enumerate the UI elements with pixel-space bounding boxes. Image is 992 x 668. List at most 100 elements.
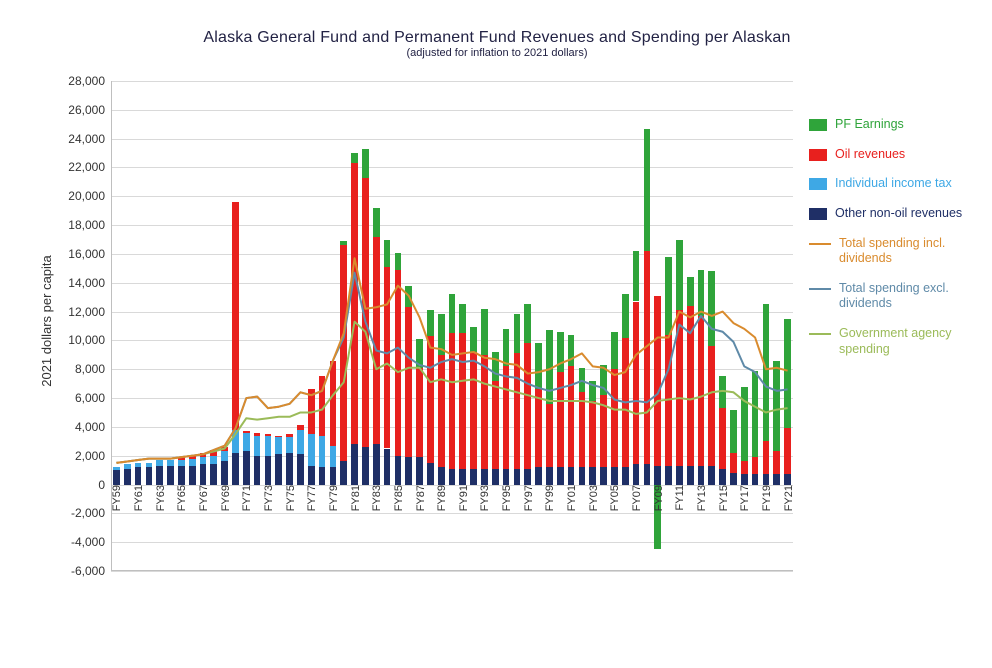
bar-segment-individual_income_tax xyxy=(135,463,142,467)
legend-swatch xyxy=(809,119,827,131)
bar-segment-oil_revenues xyxy=(275,436,282,437)
y-tick-label: 12,000 xyxy=(68,305,105,319)
x-tick-label: FY85 xyxy=(391,485,405,511)
bar-segment-oil_revenues xyxy=(373,237,380,445)
bar-segment-pf_earnings xyxy=(676,240,683,311)
bar-segment-pf_earnings xyxy=(492,352,499,381)
bar-segment-oil_revenues xyxy=(438,355,445,467)
y-tick-label: 26,000 xyxy=(68,103,105,117)
bar-segment-pf_earnings xyxy=(752,371,759,457)
x-tick-label: FY17 xyxy=(737,485,751,511)
legend-item: Total spending incl. dividends xyxy=(809,236,979,267)
bar-segment-other_non_oil xyxy=(719,469,726,485)
legend-item: Other non-oil revenues xyxy=(809,206,979,222)
bar-segment-oil_revenues xyxy=(265,434,272,435)
plot-area: -6,000-4,000-2,00002,0004,0006,0008,0001… xyxy=(111,81,793,571)
x-tick-label: FY01 xyxy=(564,485,578,511)
legend-item: PF Earnings xyxy=(809,117,979,133)
bar-segment-oil_revenues xyxy=(730,453,737,473)
bar-segment-oil_revenues xyxy=(232,202,239,430)
bar-segment-oil_revenues xyxy=(763,441,770,474)
bar-segment-other_non_oil xyxy=(633,464,640,484)
x-tick-label: FY83 xyxy=(369,485,383,511)
bar-segment-other_non_oil xyxy=(416,457,423,484)
bar-segment-oil_revenues xyxy=(221,447,228,451)
bar-segment-other_non_oil xyxy=(362,447,369,484)
bar-segment-oil_revenues xyxy=(579,392,586,467)
bar-segment-pf_earnings xyxy=(470,327,477,352)
chart-title: Alaska General Fund and Permanent Fund R… xyxy=(1,29,992,47)
bar-segment-pf_earnings xyxy=(340,241,347,245)
bar-segment-other_non_oil xyxy=(568,467,575,484)
gridline xyxy=(111,571,793,572)
bar-segment-oil_revenues xyxy=(405,307,412,457)
bar-segment-individual_income_tax xyxy=(308,434,315,466)
bar-segment-other_non_oil xyxy=(373,444,380,484)
chart-title-block: Alaska General Fund and Permanent Fund R… xyxy=(1,29,992,59)
x-tick-label: FY21 xyxy=(781,485,795,511)
bar-segment-pf_earnings xyxy=(481,309,488,355)
bar-segment-other_non_oil xyxy=(243,451,250,484)
bar-segment-other_non_oil xyxy=(275,454,282,484)
bar-segment-pf_earnings xyxy=(665,257,672,335)
legend-swatch xyxy=(809,178,827,190)
x-tick-label: FY87 xyxy=(413,485,427,511)
x-tick-label: FY91 xyxy=(456,485,470,511)
y-tick-label: 4,000 xyxy=(75,420,105,434)
y-axis-title: 2021 dollars per capita xyxy=(39,255,54,387)
bar-segment-oil_revenues xyxy=(178,457,185,460)
bar-segment-other_non_oil xyxy=(763,474,770,484)
bar-segment-other_non_oil xyxy=(557,467,564,484)
bar-segment-oil_revenues xyxy=(773,451,780,474)
bar-segment-individual_income_tax xyxy=(156,460,163,466)
bar-segment-other_non_oil xyxy=(611,467,618,484)
bar-segment-pf_earnings xyxy=(687,277,694,306)
bar-segment-oil_revenues xyxy=(698,316,705,466)
bar-segment-oil_revenues xyxy=(514,353,521,468)
legend-label: PF Earnings xyxy=(835,117,904,133)
bar-segment-other_non_oil xyxy=(514,469,521,485)
bar-segment-other_non_oil xyxy=(698,466,705,485)
x-tick-label: FY81 xyxy=(348,485,362,511)
bar-segment-pf_earnings xyxy=(784,319,791,429)
bar-segment-other_non_oil xyxy=(427,463,434,485)
bar-segment-oil_revenues xyxy=(557,372,564,467)
bar-segment-oil_revenues xyxy=(719,408,726,469)
bar-segment-individual_income_tax xyxy=(265,436,272,456)
bar-segment-other_non_oil xyxy=(384,449,391,485)
bar-segment-oil_revenues xyxy=(622,338,629,468)
bar-segment-oil_revenues xyxy=(741,461,748,474)
y-tick-label: -2,000 xyxy=(71,506,105,520)
legend-label: Oil revenues xyxy=(835,147,905,163)
y-tick-label: 28,000 xyxy=(68,74,105,88)
bar-segment-individual_income_tax xyxy=(330,446,337,468)
bar-segment-pf_earnings xyxy=(730,410,737,453)
x-tick-label: FY99 xyxy=(542,485,556,511)
bar-segment-individual_income_tax xyxy=(297,430,304,455)
bar-segment-oil_revenues xyxy=(676,310,683,466)
bar-segment-oil_revenues xyxy=(416,368,423,457)
x-tick-label: FY09 xyxy=(651,485,665,511)
bar-segment-oil_revenues xyxy=(752,457,759,474)
bar-segment-pf_earnings xyxy=(557,332,564,372)
bar-segment-other_non_oil xyxy=(265,456,272,485)
bar-segment-other_non_oil xyxy=(286,453,293,485)
y-tick-label: 18,000 xyxy=(68,218,105,232)
x-tick-label: FY93 xyxy=(477,485,491,511)
bar-segment-other_non_oil xyxy=(254,456,261,485)
gridline xyxy=(111,225,793,226)
bar-segment-oil_revenues xyxy=(687,306,694,466)
x-tick-label: FY03 xyxy=(586,485,600,511)
bar-segment-other_non_oil xyxy=(135,467,142,484)
y-tick-label: 24,000 xyxy=(68,132,105,146)
bar-segment-other_non_oil xyxy=(492,469,499,485)
bar-segment-pf_earnings xyxy=(698,270,705,316)
bar-segment-pf_earnings xyxy=(438,314,445,354)
bar-segment-individual_income_tax xyxy=(113,467,120,470)
bar-segment-oil_revenues xyxy=(459,333,466,468)
bar-segment-other_non_oil xyxy=(189,466,196,485)
bar-segment-oil_revenues xyxy=(524,343,531,468)
bar-segment-pf_earnings xyxy=(405,286,412,308)
bar-segment-pf_earnings xyxy=(427,310,434,336)
x-tick-label: FY77 xyxy=(304,485,318,511)
